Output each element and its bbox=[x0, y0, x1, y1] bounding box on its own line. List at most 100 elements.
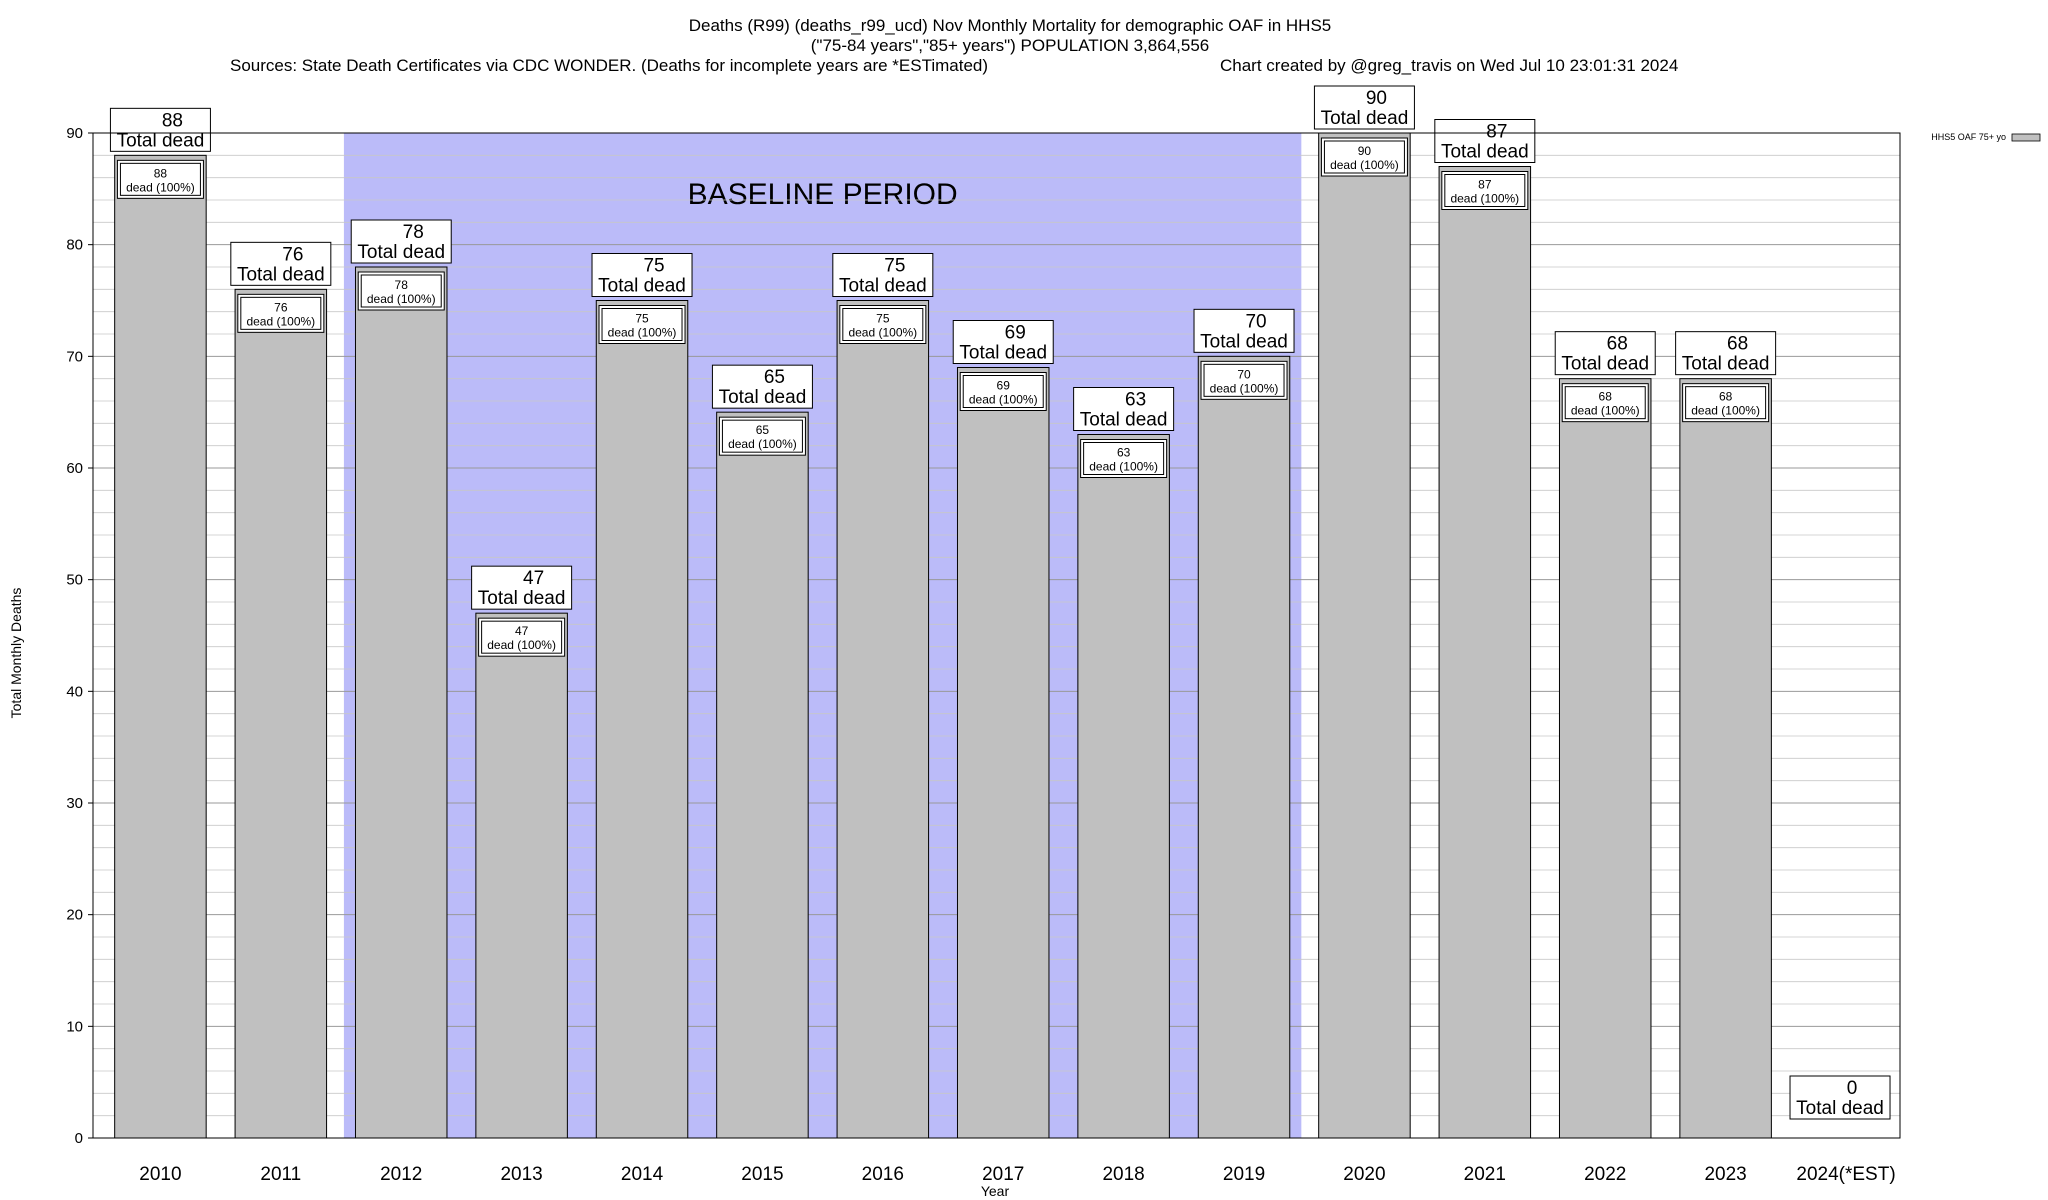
y-tick-label: 90 bbox=[66, 125, 83, 142]
x-tick-label: 2018 bbox=[1102, 1164, 1144, 1185]
x-tick-label: 2022 bbox=[1584, 1164, 1626, 1185]
bar-inner-value: 70 bbox=[1237, 367, 1251, 381]
bar-inner-text: dead (100%) bbox=[1571, 404, 1640, 418]
bar-inner-value: 90 bbox=[1358, 144, 1372, 158]
bar-inner-label-box bbox=[1682, 383, 1770, 423]
bar-inner-text: dead (100%) bbox=[1089, 460, 1158, 474]
bar bbox=[1438, 166, 1532, 1139]
bar-total-text: Total dead bbox=[959, 343, 1047, 364]
x-tick-label: 2010 bbox=[139, 1164, 181, 1185]
bar-inner-label-box bbox=[357, 271, 445, 311]
bar-inner-text: dead (100%) bbox=[1330, 158, 1399, 172]
title-line-3-sources: Sources: State Death Certificates via CD… bbox=[230, 56, 988, 75]
x-tick-label: 2012 bbox=[380, 1164, 422, 1185]
bar-inner-label-box-inner bbox=[721, 419, 803, 453]
bar-total-text: Total dead bbox=[1441, 142, 1529, 163]
y-tick-label: 10 bbox=[66, 1018, 83, 1035]
y-tick-label: 50 bbox=[66, 572, 83, 589]
bar-total-text: Total dead bbox=[1682, 354, 1770, 375]
title-line-4-credit: Chart created by @greg_travis on Wed Jul… bbox=[1220, 56, 1678, 75]
bar-inner-label-box-inner bbox=[962, 375, 1044, 408]
bar-total-value: 76 bbox=[282, 244, 303, 265]
bar-total-value: 68 bbox=[1727, 334, 1748, 355]
y-tick-label: 20 bbox=[66, 907, 83, 924]
bar-total-value: 68 bbox=[1607, 334, 1628, 355]
y-tick-label: 70 bbox=[66, 348, 83, 365]
legend: HHS5 OAF 75+ yo bbox=[1931, 132, 2041, 142]
bar bbox=[114, 154, 207, 1139]
bar-total-value: 70 bbox=[1245, 311, 1266, 332]
x-tick-label: 2023 bbox=[1704, 1164, 1746, 1185]
bar bbox=[716, 411, 809, 1139]
bar-total-value: 63 bbox=[1125, 390, 1146, 411]
bar-inner-text: dead (100%) bbox=[487, 638, 556, 652]
bar-inner-label-box-inner bbox=[1564, 386, 1646, 420]
bar-inner-label-box-inner bbox=[360, 274, 442, 308]
bar-total-text: Total dead bbox=[237, 264, 325, 285]
bar-total-text: Total dead bbox=[598, 276, 686, 297]
bar-total-text: Total dead bbox=[1200, 331, 1288, 352]
bar-inner-value: 65 bbox=[756, 423, 770, 437]
bar-inner-text: dead (100%) bbox=[126, 180, 195, 194]
bar-total-value: 75 bbox=[643, 256, 664, 277]
bar-inner-label-box-inner bbox=[1444, 174, 1526, 207]
bar-inner-label-box bbox=[598, 305, 686, 344]
bar-total-label-box bbox=[109, 107, 211, 152]
y-tick-label: 40 bbox=[66, 683, 83, 700]
y-axis-label: Total Monthly Deaths bbox=[8, 588, 24, 719]
bar-total-value: 47 bbox=[523, 568, 544, 589]
bar bbox=[1197, 355, 1291, 1139]
bar-inner-label-box-inner bbox=[1203, 363, 1285, 397]
bar-inner-label-box-inner bbox=[1083, 442, 1165, 475]
y-tick-label: 60 bbox=[66, 460, 83, 477]
bar bbox=[475, 612, 568, 1139]
bar-total-label-box bbox=[1554, 331, 1656, 376]
bar-total-text: Total dead bbox=[719, 387, 807, 408]
bar-total-text: Total dead bbox=[357, 242, 445, 263]
x-tick-label: 2024(*EST) bbox=[1796, 1164, 1895, 1185]
bar bbox=[1679, 378, 1772, 1139]
title-line-2: ("75-84 years","85+ years") POPULATION 3… bbox=[811, 36, 1209, 55]
bar-total-value: 90 bbox=[1366, 88, 1387, 109]
chart-title: Deaths (R99) (deaths_r99_ucd) Nov Monthl… bbox=[230, 16, 1678, 75]
bar-inner-text: dead (100%) bbox=[246, 314, 315, 328]
bar-total-text: Total dead bbox=[1321, 108, 1409, 129]
bar-total-label-box bbox=[230, 241, 332, 286]
bar-inner-value: 76 bbox=[274, 300, 288, 314]
bar-total-value: 88 bbox=[162, 110, 183, 131]
bar-inner-label-box bbox=[1080, 439, 1168, 478]
bar-total-label-box bbox=[832, 253, 934, 297]
legend-entry-label: HHS5 OAF 75+ yo bbox=[1931, 132, 2006, 142]
bar-total-label-box bbox=[350, 219, 452, 264]
bar-total-text: Total dead bbox=[839, 276, 927, 297]
bar-total-text: Total dead bbox=[1080, 410, 1168, 431]
bar-total-text: Total dead bbox=[117, 130, 205, 151]
bar-inner-value: 63 bbox=[1117, 446, 1131, 460]
bar-inner-label-box bbox=[839, 305, 927, 344]
bar-inner-label-box bbox=[478, 617, 566, 657]
bar bbox=[1558, 378, 1652, 1139]
x-tick-label: 2013 bbox=[500, 1164, 542, 1185]
bar-inner-label-box-inner bbox=[119, 162, 201, 196]
bar bbox=[1077, 434, 1170, 1139]
bar-total-label-box bbox=[1073, 387, 1175, 431]
bar-inner-label-box bbox=[237, 293, 325, 333]
bar-inner-label-box-inner bbox=[1323, 140, 1405, 174]
bar-inner-text: dead (100%) bbox=[1691, 404, 1760, 418]
bar-inner-label-box bbox=[116, 159, 204, 199]
bar-total-label-box bbox=[1789, 1075, 1891, 1120]
bar-inner-text: dead (100%) bbox=[1210, 381, 1279, 395]
bar-inner-label-box-inner bbox=[240, 296, 322, 330]
bar-total-text: Total dead bbox=[1796, 1098, 1884, 1119]
bar-inner-label-box bbox=[718, 416, 806, 456]
bar-inner-value: 75 bbox=[635, 312, 649, 326]
plot-frame bbox=[92, 132, 1901, 1139]
bar-inner-text: dead (100%) bbox=[608, 326, 677, 340]
bar-inner-value: 88 bbox=[154, 166, 168, 180]
bar-inner-label-box bbox=[1200, 360, 1288, 400]
bar-inner-value: 87 bbox=[1478, 178, 1492, 192]
legend-swatch bbox=[2011, 133, 2041, 142]
title-line-1: Deaths (R99) (deaths_r99_ucd) Nov Monthl… bbox=[689, 16, 1332, 35]
x-tick-label: 2019 bbox=[1223, 1164, 1265, 1185]
